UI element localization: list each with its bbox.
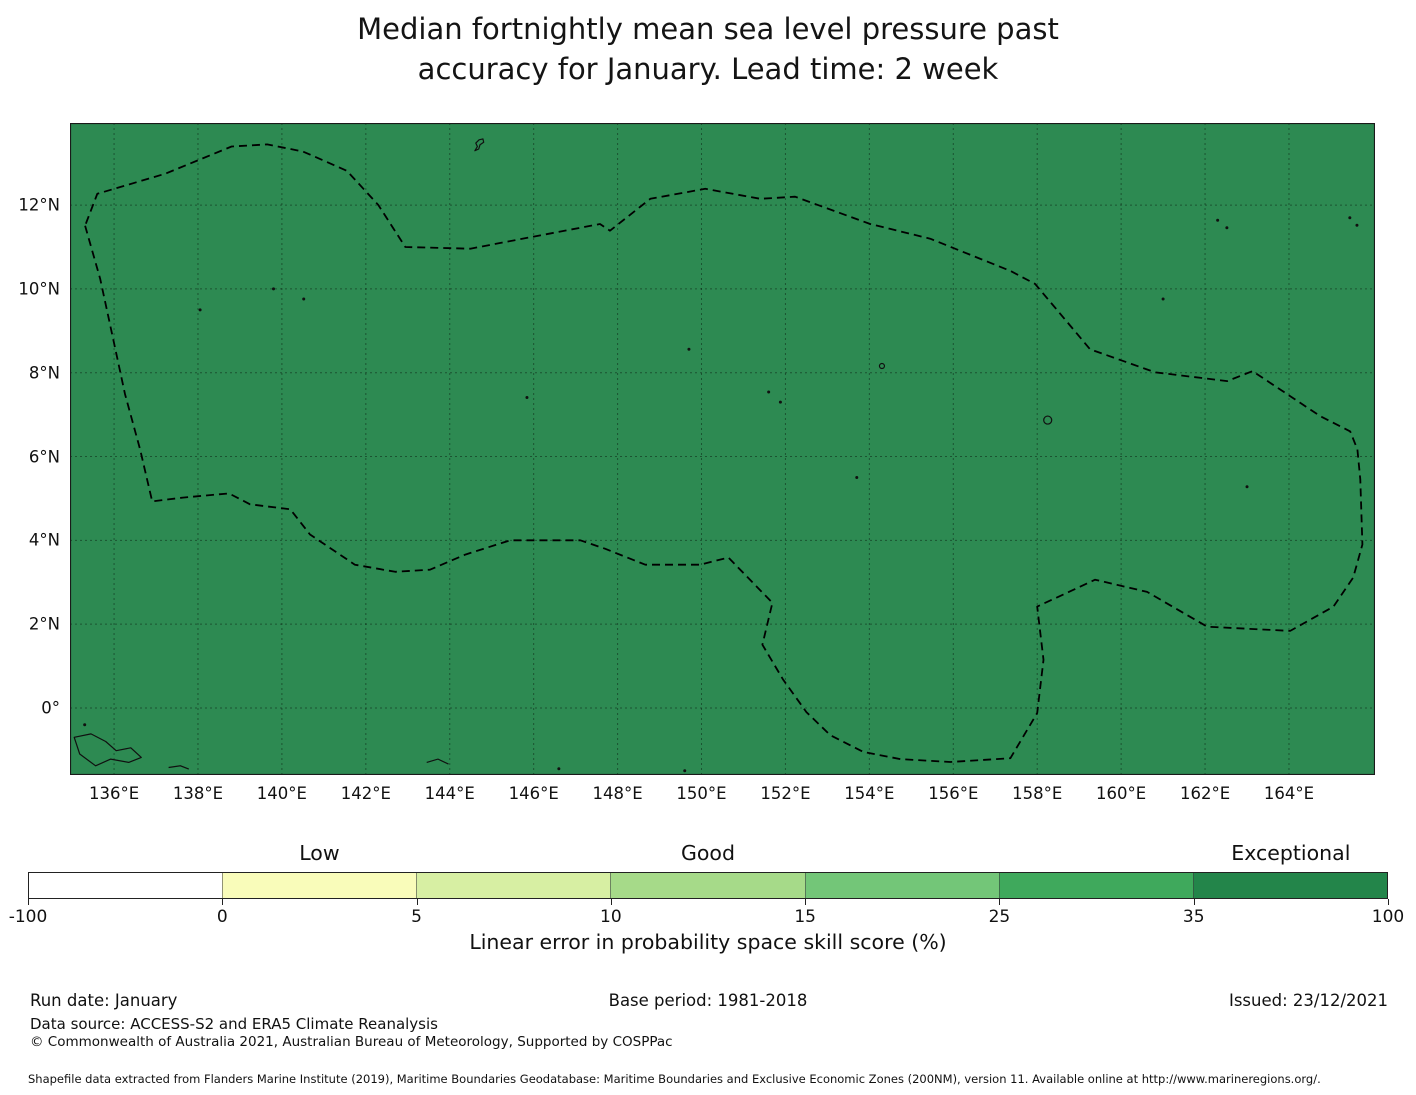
island-dot xyxy=(1348,216,1352,220)
island-dot xyxy=(557,767,561,771)
island-outline xyxy=(474,138,485,152)
colorbar-tick-label: 10 xyxy=(600,907,622,927)
colorbar-tick xyxy=(610,899,612,905)
colorbar-tick xyxy=(28,899,29,905)
colorbar-category-label: Good xyxy=(681,841,735,865)
page-title: Median fortnightly mean sea level pressu… xyxy=(0,9,1416,89)
colorbar-axis-label: Linear error in probability space skill … xyxy=(469,930,947,954)
lon-tick-label: 140°E xyxy=(256,784,307,803)
footer-copyright: © Commonwealth of Australia 2021, Austra… xyxy=(30,1034,673,1050)
island-dot xyxy=(778,400,782,404)
colorbar-tick-label: 0 xyxy=(216,907,228,927)
colorbar-segment xyxy=(416,873,611,898)
island-dot xyxy=(302,297,306,301)
lon-tick-label: 158°E xyxy=(1012,784,1063,803)
colorbar-segment xyxy=(1192,873,1387,898)
colorbar-tick-label: -100 xyxy=(8,907,48,927)
colorbar-tick-label: 100 xyxy=(1371,907,1405,927)
island-dot xyxy=(525,395,529,399)
island-dot xyxy=(1216,218,1220,222)
lon-tick-label: 160°E xyxy=(1096,784,1147,803)
colorbar-tick xyxy=(999,899,1001,905)
island-dot xyxy=(1245,485,1249,489)
lon-tick-label: 164°E xyxy=(1263,784,1315,803)
lat-tick-label: 10°N xyxy=(18,279,60,299)
island-ring xyxy=(1043,415,1053,425)
colorbar-tick xyxy=(1193,899,1195,905)
colorbar-tick xyxy=(1388,899,1389,905)
eez-boundary xyxy=(84,143,1364,763)
lon-tick-label: 146°E xyxy=(508,784,559,803)
lon-tick-label: 156°E xyxy=(928,784,979,803)
colorbar-category-label: Low xyxy=(299,841,340,865)
lon-tick-label: 144°E xyxy=(424,784,475,803)
title-line-1: Median fortnightly mean sea level pressu… xyxy=(357,12,1059,46)
island-dot xyxy=(683,769,687,773)
island-outline xyxy=(73,733,142,767)
colorbar xyxy=(28,872,1388,899)
colorbar-segment xyxy=(222,873,417,898)
colorbar-category-label: Exceptional xyxy=(1231,841,1351,865)
lon-tick-label: 152°E xyxy=(760,784,811,803)
colorbar-tick xyxy=(222,899,224,905)
island-dot xyxy=(767,390,771,394)
island-dot xyxy=(83,723,87,727)
colorbar-tick-label: 25 xyxy=(988,907,1011,927)
island-dot xyxy=(1161,297,1165,301)
island-dot xyxy=(272,287,276,291)
island-dot xyxy=(1355,223,1359,227)
lat-tick-label: 0° xyxy=(41,698,60,718)
island-dot xyxy=(1225,226,1229,230)
footer-data-source: Data source: ACCESS-S2 and ERA5 Climate … xyxy=(30,1015,438,1033)
lon-tick-label: 138°E xyxy=(172,784,224,803)
island-ring xyxy=(878,362,886,370)
lat-tick-label: 8°N xyxy=(28,363,60,383)
lon-tick-label: 142°E xyxy=(340,784,391,803)
colorbar-segment xyxy=(610,873,805,898)
island-dot xyxy=(687,347,691,351)
lon-tick-label: 154°E xyxy=(844,784,895,803)
lon-tick-label: 148°E xyxy=(592,784,643,803)
colorbar-tick xyxy=(805,899,807,905)
map-area xyxy=(70,123,1375,775)
lon-tick-label: 150°E xyxy=(676,784,727,803)
lon-tick-label: 136°E xyxy=(88,784,140,803)
map-fill xyxy=(70,123,1375,775)
colorbar-segment xyxy=(29,873,223,898)
colorbar-segment xyxy=(804,873,999,898)
colorbar-tick-label: 5 xyxy=(411,907,422,927)
island-outline xyxy=(168,765,190,770)
lon-tick-label: 162°E xyxy=(1179,784,1231,803)
footer-issued-date: Issued: 23/12/2021 xyxy=(1228,991,1388,1010)
island-dot xyxy=(855,475,859,479)
colorbar-segment xyxy=(998,873,1193,898)
lat-tick-label: 12°N xyxy=(18,195,60,215)
island-dot xyxy=(198,308,202,312)
map-svg xyxy=(70,123,1375,775)
lat-tick-label: 4°N xyxy=(28,530,60,550)
footer-run-date: Run date: January xyxy=(30,991,178,1010)
island-outline xyxy=(426,758,449,765)
footer-base-period: Base period: 1981-2018 xyxy=(608,991,808,1010)
map-frame xyxy=(70,123,1375,775)
colorbar-tick-label: 15 xyxy=(794,907,816,927)
colorbar-tick xyxy=(416,899,418,905)
colorbar-tick-label: 35 xyxy=(1182,907,1205,927)
lat-tick-label: 6°N xyxy=(28,447,60,467)
title-line-2: accuracy for January. Lead time: 2 week xyxy=(417,52,999,86)
footer-shapefile-note: Shapefile data extracted from Flanders M… xyxy=(28,1072,1321,1086)
lat-tick-label: 2°N xyxy=(28,614,60,634)
